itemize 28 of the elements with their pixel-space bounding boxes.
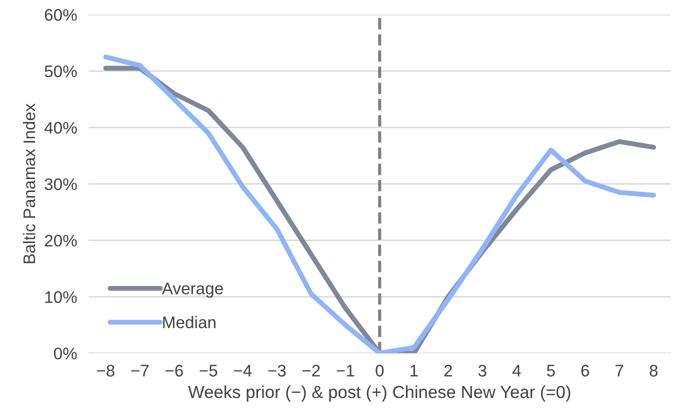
x-tick-label: 0 [376, 364, 384, 377]
x-tick-label: 1 [410, 364, 418, 376]
y-tick-label: 50% [44, 65, 77, 78]
x-axis-title: Weeks prior (−) & post (+) Chinese New Year (=0) [188, 385, 570, 402]
x-tick-label: −2 [302, 364, 320, 376]
x-tick-label: −7 [131, 364, 149, 376]
y-tick-label: 0% [54, 348, 77, 360]
y-tick-label: 40% [44, 122, 77, 134]
x-tick-label: 5 [546, 364, 555, 377]
y-tick-label: 20% [44, 234, 77, 247]
y-axis-title: Baltic Panamax Index [22, 103, 36, 264]
x-tick-label: −3 [268, 364, 286, 377]
x-tick-label: 6 [581, 364, 590, 377]
x-tick-label: 7 [616, 364, 624, 376]
y-tick-label: 30% [44, 178, 77, 190]
legend-label: Average [162, 282, 223, 298]
x-tick-label: 2 [444, 364, 452, 376]
x-tick-label: −1 [336, 364, 354, 376]
x-tick-label: 3 [478, 364, 486, 377]
x-tick-label: −6 [165, 364, 183, 377]
x-tick-label: −8 [96, 364, 114, 377]
x-tick-label: 4 [512, 364, 521, 376]
y-tick-label: 60% [44, 9, 77, 21]
x-tick-label: −4 [234, 364, 252, 376]
x-tick-label: 8 [650, 364, 658, 377]
x-tick-label: −5 [200, 364, 218, 377]
y-tick-label: 10% [45, 291, 77, 303]
legend-label: Median [163, 316, 216, 328]
